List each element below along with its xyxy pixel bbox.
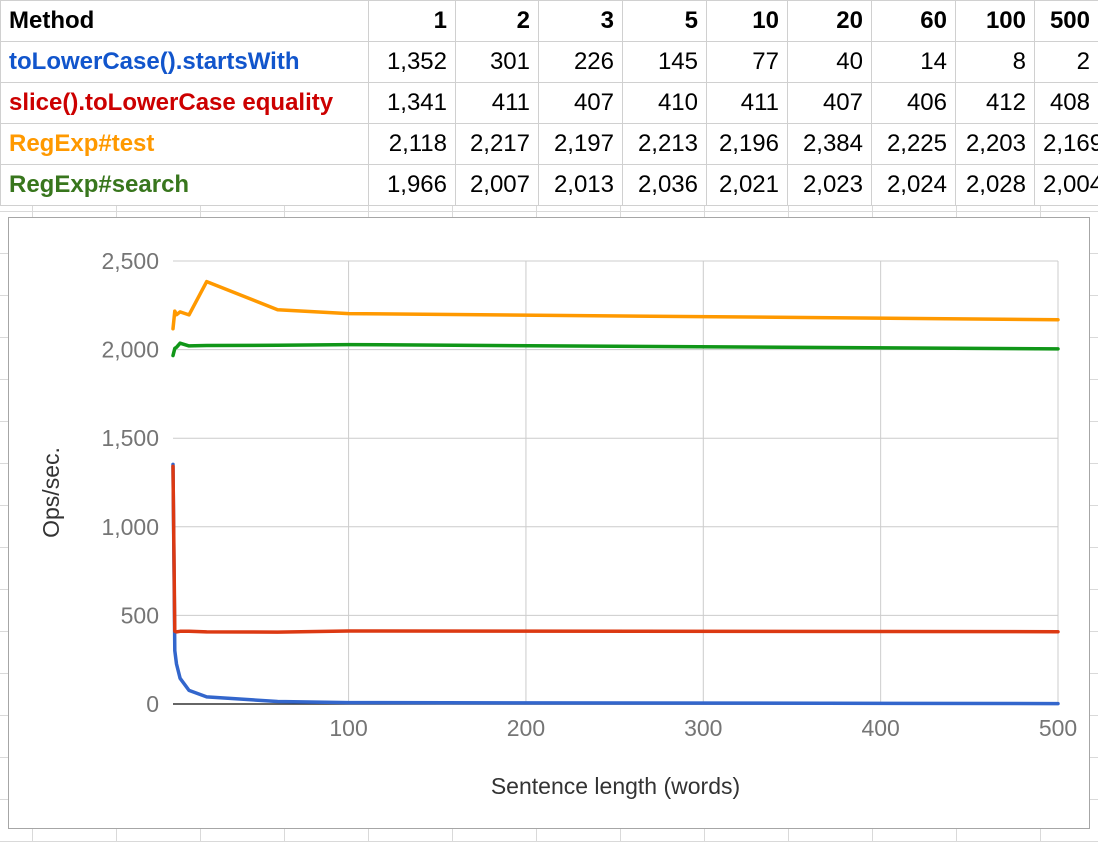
value-cell[interactable]: 8 xyxy=(955,41,1035,83)
value-cell[interactable]: 2,024 xyxy=(871,164,956,206)
value-cell[interactable]: 226 xyxy=(538,41,623,83)
value-cell[interactable]: 407 xyxy=(787,82,872,124)
value-cell[interactable]: 410 xyxy=(622,82,707,124)
line-chart: 0 500 1,000 1,500 2,000 2,500 100 200 300 400 500 S… xyxy=(8,217,1090,829)
value-cell[interactable]: 411 xyxy=(706,82,788,124)
value-cell[interactable]: 1,352 xyxy=(368,41,456,83)
value-cell[interactable]: 2,196 xyxy=(706,123,788,165)
header-cell-length[interactable]: 1 xyxy=(368,0,456,42)
value-cell[interactable]: 2,203 xyxy=(955,123,1035,165)
y-tick-label: 1,000 xyxy=(101,514,159,540)
data-table: Method 1 2 3 5 10 20 60 100 500 toLowerCase().star… xyxy=(0,0,1098,206)
value-cell[interactable]: 2,004 xyxy=(1034,164,1098,206)
value-cell[interactable]: 2,013 xyxy=(538,164,623,206)
value-cell[interactable]: 2,118 xyxy=(368,123,456,165)
value-cell[interactable]: 301 xyxy=(455,41,539,83)
table-row: slice().toLowerCase equality 1,341 411 407 4… xyxy=(0,82,1098,124)
y-axis-title: Ops/sec. xyxy=(38,447,64,538)
value-cell[interactable]: 2,036 xyxy=(622,164,707,206)
header-cell-method[interactable]: Method xyxy=(0,0,369,42)
header-cell-length[interactable]: 3 xyxy=(538,0,623,42)
method-name-cell[interactable]: slice().toLowerCase equality xyxy=(0,82,369,124)
x-tick-label: 200 xyxy=(507,715,545,741)
x-tick-label: 300 xyxy=(684,715,722,741)
value-cell[interactable]: 40 xyxy=(787,41,872,83)
value-cell[interactable]: 145 xyxy=(622,41,707,83)
value-cell[interactable]: 407 xyxy=(538,82,623,124)
y-tick-label: 2,500 xyxy=(101,248,159,274)
value-cell[interactable]: 2,197 xyxy=(538,123,623,165)
x-tick-label: 400 xyxy=(861,715,899,741)
value-cell[interactable]: 2,028 xyxy=(955,164,1035,206)
value-cell[interactable]: 2,213 xyxy=(622,123,707,165)
x-axis-title: Sentence length (words) xyxy=(491,773,740,799)
value-cell[interactable]: 412 xyxy=(955,82,1035,124)
header-cell-length[interactable]: 5 xyxy=(622,0,707,42)
header-cell-length[interactable]: 10 xyxy=(706,0,788,42)
value-cell[interactable]: 2,217 xyxy=(455,123,539,165)
method-name-cell[interactable]: RegExp#test xyxy=(0,123,369,165)
value-cell[interactable]: 2,023 xyxy=(787,164,872,206)
value-cell[interactable]: 2,021 xyxy=(706,164,788,206)
value-cell[interactable]: 411 xyxy=(455,82,539,124)
value-cell[interactable]: 2,007 xyxy=(455,164,539,206)
value-cell[interactable]: 406 xyxy=(871,82,956,124)
value-cell[interactable]: 2,384 xyxy=(787,123,872,165)
table-row: RegExp#search 1,966 2,007 2,013 2,036 2,021 2,… xyxy=(0,164,1098,206)
header-cell-length[interactable]: 60 xyxy=(871,0,956,42)
series-line-2 xyxy=(171,279,1060,331)
y-tick-label: 500 xyxy=(121,602,159,628)
value-cell[interactable]: 2,169 xyxy=(1034,123,1098,165)
method-name-cell[interactable]: RegExp#search xyxy=(0,164,369,206)
value-cell[interactable]: 408 xyxy=(1034,82,1098,124)
series-line-3 xyxy=(171,341,1060,358)
chart-canvas: 0 500 1,000 1,500 2,000 2,500 100 200 300 400 500 S… xyxy=(38,248,1077,799)
series-line-0 xyxy=(171,462,1060,706)
header-cell-length[interactable]: 20 xyxy=(787,0,872,42)
table-header-row: Method 1 2 3 5 10 20 60 100 500 xyxy=(0,0,1098,42)
y-tick-label: 0 xyxy=(146,691,159,717)
x-tick-label: 500 xyxy=(1039,715,1077,741)
value-cell[interactable]: 2 xyxy=(1034,41,1098,83)
table-row: toLowerCase().startsWith 1,352 301 226 145 77… xyxy=(0,41,1098,83)
header-cell-length[interactable]: 500 xyxy=(1034,0,1098,42)
y-tick-label: 1,500 xyxy=(101,425,159,451)
header-cell-length[interactable]: 100 xyxy=(955,0,1035,42)
header-cell-length[interactable]: 2 xyxy=(455,0,539,42)
method-name-cell[interactable]: toLowerCase().startsWith xyxy=(0,41,369,83)
value-cell[interactable]: 14 xyxy=(871,41,956,83)
value-cell[interactable]: 1,966 xyxy=(368,164,456,206)
value-cell[interactable]: 2,225 xyxy=(871,123,956,165)
series-line-1 xyxy=(171,464,1060,634)
x-tick-label: 100 xyxy=(329,715,367,741)
value-cell[interactable]: 1,341 xyxy=(368,82,456,124)
value-cell[interactable]: 77 xyxy=(706,41,788,83)
table-row: RegExp#test 2,118 2,217 2,197 2,213 2,196 2,38… xyxy=(0,123,1098,165)
y-tick-label: 2,000 xyxy=(101,337,159,363)
